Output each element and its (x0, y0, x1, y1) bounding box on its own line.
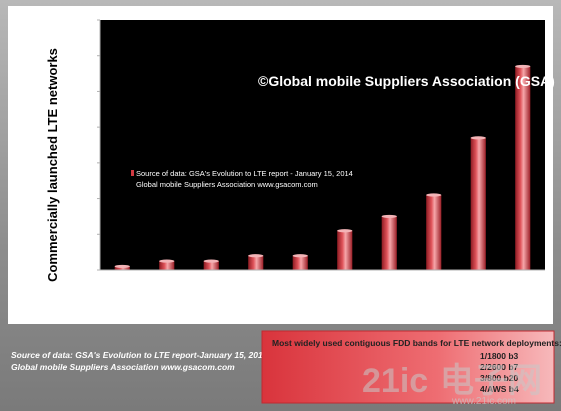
footer-source-line2: Global mobile Suppliers Association www.… (11, 362, 235, 372)
bar-1 (114, 266, 130, 270)
watermark-logo: 21ic 电子网 www.21ic.com (362, 362, 542, 407)
footer-source-line1: Source of data: GSA's Evolution to LTE r… (11, 350, 268, 360)
x-tick-label: 850 MHz b5 (190, 276, 234, 285)
bar-cap-3 (203, 259, 219, 263)
x-tick-label: 700 MHz total of b12,13,14,17 (410, 276, 457, 305)
bar-3 (203, 261, 219, 270)
x-tick-label: 900 MHz b8 (145, 276, 189, 285)
x-tick-label: 2100 MHz b1 (276, 276, 324, 285)
x-tick-label: 800 MHz b20 (365, 276, 413, 285)
bar-5 (292, 255, 308, 270)
y-tick-label: 60 (84, 158, 94, 168)
bar-cap-7 (381, 214, 397, 219)
x-tick-label: 1900 MHz b2 (98, 276, 146, 285)
bands-item-1: 1/1800 b3 (480, 351, 519, 361)
bar-9 (470, 137, 486, 270)
bands-box-title: Most widely used contiguous FDD bands fo… (272, 338, 561, 348)
bar-2 (159, 261, 175, 270)
watermark-logo-text: 21ic (362, 362, 428, 400)
bar-7 (381, 216, 397, 270)
bar-cap-2 (159, 259, 175, 263)
bands-box-bg (261, 330, 555, 404)
bar-4 (248, 255, 264, 270)
x-tick-label: AWS b4 (330, 276, 360, 285)
bar-6 (337, 230, 353, 270)
bar-cap-6 (337, 229, 353, 233)
y-tick-label: 140 (79, 15, 94, 25)
bar-cap-4 (248, 254, 264, 258)
y-tick-label: 0 (89, 265, 94, 275)
watermark-logo-cn: 电子网 (440, 362, 542, 400)
bar-cap-9 (470, 136, 486, 140)
bands-item-2: 2/2600 b7 (480, 362, 519, 372)
y-axis-label: Commercially launched LTE networks (45, 48, 60, 282)
y-tick-label: 20 (84, 229, 94, 239)
x-tick-label: 1900 MHz b25 (238, 276, 274, 295)
y-tick-label: 100 (79, 86, 94, 96)
bar-cap-10 (515, 64, 531, 69)
y-tick-label: 120 (79, 51, 94, 61)
chart-note: Source of data: GSA's Evolution to LTE r… (131, 169, 353, 189)
y-tick-label: 80 (84, 122, 94, 132)
bands-box: Most widely used contiguous FDD bands fo… (261, 330, 561, 404)
bars (114, 64, 531, 270)
bands-item-4: 4/AWS b4 (480, 384, 519, 394)
x-tick-label: 1800 MHz b3 (499, 276, 547, 285)
bar-cap-5 (292, 254, 308, 258)
chart-title: ©Global mobile Suppliers Association (GS… (258, 73, 555, 89)
chart-note-line2: Global mobile Suppliers Association www.… (136, 180, 318, 189)
bands-item-3: 3/800 b20 (480, 373, 519, 383)
x-tick-label: 2.6 GHz b7 (458, 276, 499, 285)
bar-8 (426, 195, 442, 270)
note-marker (131, 170, 134, 176)
bar-cap-8 (426, 193, 442, 197)
y-axis: 0 20 40 60 80 100 120 140 (79, 15, 101, 275)
bar-10 (515, 66, 531, 270)
chart-note-line1: Source of data: GSA's Evolution to LTE r… (136, 169, 353, 178)
y-tick-label: 40 (84, 194, 94, 204)
watermark-logo-url: www.21ic.com (451, 396, 516, 407)
x-axis: 1900 MHz b2 900 MHz b8 850 MHz b5 1900 MHz b… (98, 269, 547, 305)
bar-cap-1 (114, 264, 130, 269)
